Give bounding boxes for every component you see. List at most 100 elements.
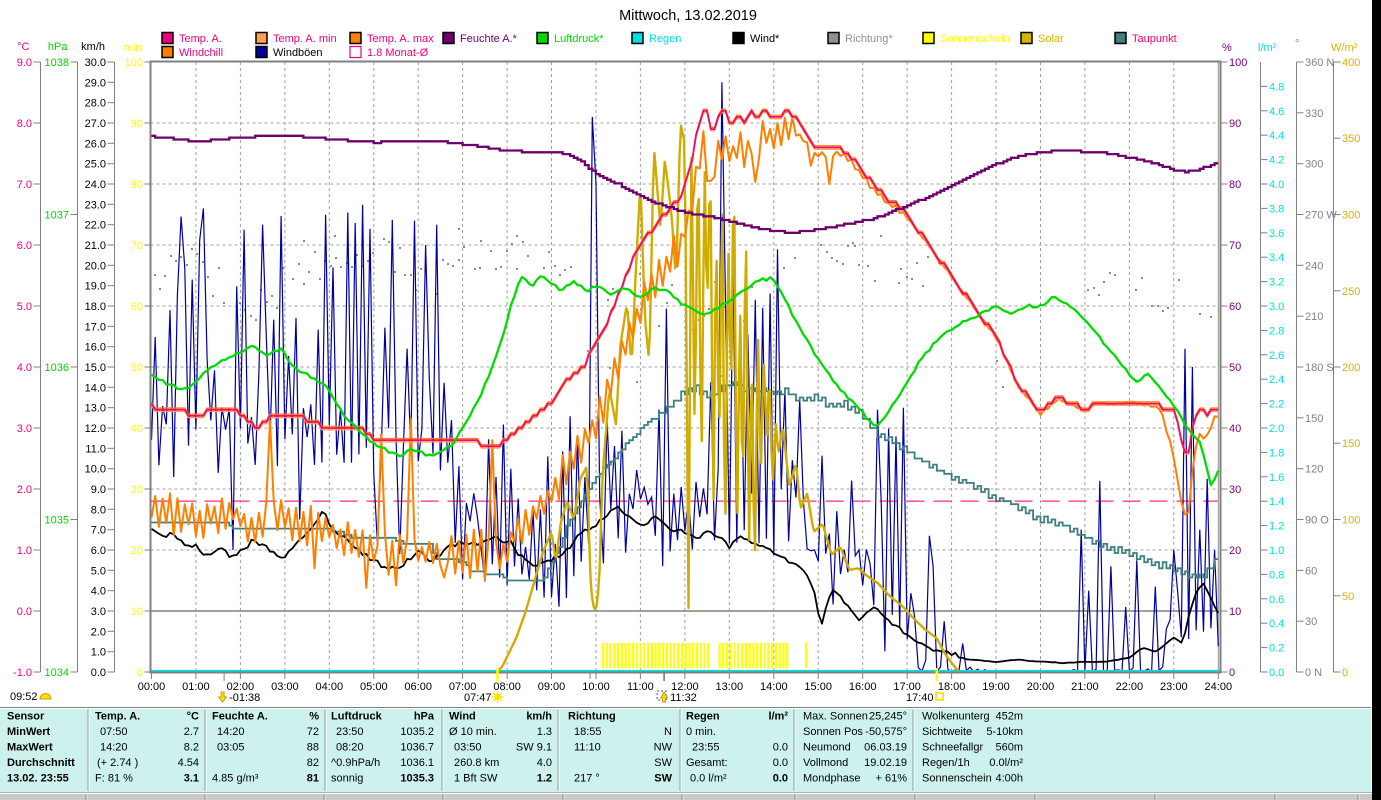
svg-text:0.0: 0.0 (773, 742, 788, 754)
svg-text:40: 40 (131, 423, 143, 435)
svg-text:26.0: 26.0 (85, 138, 106, 150)
svg-text:250: 250 (1342, 286, 1360, 298)
svg-text:+ 61%: + 61% (876, 773, 908, 785)
svg-text:%: % (1222, 42, 1232, 54)
svg-text:0 N: 0 N (1305, 667, 1322, 679)
svg-text:9.0: 9.0 (17, 57, 32, 69)
svg-text:22.0: 22.0 (85, 220, 106, 232)
svg-text:Wolkenunterg: Wolkenunterg (922, 711, 990, 723)
svg-text:Max. Sonnen: Max. Sonnen (803, 711, 868, 723)
svg-text:Feuchte A.: Feuchte A. (212, 711, 268, 723)
svg-text:07:00: 07:00 (449, 681, 477, 693)
svg-text:Regen: Regen (649, 33, 681, 45)
svg-text:11:10: 11:10 (574, 742, 601, 754)
svg-text:SW: SW (654, 757, 672, 769)
svg-text:1.2: 1.2 (1269, 521, 1284, 533)
svg-text:19.02.19: 19.02.19 (864, 757, 907, 769)
svg-text:4.8: 4.8 (1269, 81, 1284, 93)
svg-text:5.0: 5.0 (91, 565, 106, 577)
svg-text:10:00: 10:00 (582, 681, 610, 693)
svg-text:40: 40 (1229, 423, 1241, 435)
svg-text:0.0l/m²: 0.0l/m² (989, 757, 1023, 769)
svg-text:09:52: 09:52 (10, 691, 38, 703)
svg-text:Solar: Solar (1038, 33, 1064, 45)
svg-text:60: 60 (1305, 565, 1317, 577)
svg-text:Schneefallgr: Schneefallgr (922, 742, 983, 754)
svg-text:13.0: 13.0 (85, 403, 106, 415)
svg-text:25.0: 25.0 (85, 159, 106, 171)
svg-text:360 N: 360 N (1305, 57, 1334, 69)
svg-text:-1.0: -1.0 (13, 667, 32, 679)
svg-text:1037: 1037 (45, 210, 69, 222)
svg-text:23.0: 23.0 (85, 199, 106, 211)
svg-text:2.0: 2.0 (17, 484, 32, 496)
svg-text:km/h: km/h (81, 41, 105, 53)
svg-text:22:00: 22:00 (1116, 681, 1144, 693)
svg-text:1 Bft SW: 1 Bft SW (454, 773, 498, 785)
svg-text:0.0: 0.0 (17, 606, 32, 618)
svg-text:l/m²: l/m² (1258, 42, 1277, 54)
svg-text:3.4: 3.4 (1269, 252, 1284, 264)
svg-text:12:00: 12:00 (671, 681, 699, 693)
svg-text:06.03.19: 06.03.19 (864, 742, 907, 754)
svg-text:04:00: 04:00 (316, 681, 344, 693)
svg-text:21:00: 21:00 (1071, 681, 1099, 693)
svg-text:1.0: 1.0 (17, 545, 32, 557)
svg-text:72: 72 (307, 726, 319, 738)
svg-text:4.4: 4.4 (1269, 130, 1284, 142)
svg-text:4.54: 4.54 (178, 757, 199, 769)
svg-text:0: 0 (1342, 667, 1348, 679)
svg-text:11:32: 11:32 (670, 692, 697, 704)
svg-text:8.0: 8.0 (91, 504, 106, 516)
svg-text:9.0: 9.0 (91, 484, 106, 496)
svg-text:3.0: 3.0 (1269, 301, 1284, 313)
svg-text:1036.1: 1036.1 (400, 757, 434, 769)
svg-text:82: 82 (307, 757, 319, 769)
svg-text:°C: °C (187, 711, 199, 723)
svg-text:10.0: 10.0 (85, 464, 106, 476)
svg-text:3.0: 3.0 (91, 606, 106, 618)
svg-text:20: 20 (1229, 545, 1241, 557)
svg-text:MaxWert: MaxWert (7, 742, 53, 754)
svg-text:88: 88 (307, 742, 319, 754)
svg-text:23:00: 23:00 (1160, 681, 1188, 693)
svg-text:Temp. A. max: Temp. A. max (367, 33, 434, 45)
svg-text:1035.3: 1035.3 (400, 773, 434, 785)
svg-text:50: 50 (1229, 362, 1241, 374)
svg-text:50: 50 (1342, 591, 1354, 603)
svg-text:hPa: hPa (414, 711, 435, 723)
svg-text:14:20: 14:20 (217, 726, 245, 738)
svg-text:0.4: 0.4 (1269, 618, 1284, 630)
svg-text:30.0: 30.0 (85, 57, 106, 69)
svg-text:10: 10 (1229, 606, 1241, 618)
svg-text:-01:38: -01:38 (229, 692, 260, 704)
svg-text:hPa: hPa (48, 41, 68, 53)
svg-text:12.0: 12.0 (85, 423, 106, 435)
svg-text:2.0: 2.0 (1269, 423, 1284, 435)
svg-text:0 min.: 0 min. (686, 726, 716, 738)
svg-text:24:00: 24:00 (1205, 681, 1233, 693)
svg-text:°: ° (1295, 38, 1299, 50)
svg-text:90: 90 (1229, 118, 1241, 130)
svg-text:4.0: 4.0 (537, 757, 552, 769)
svg-text:2.8: 2.8 (1269, 325, 1284, 337)
svg-text:18.0: 18.0 (85, 301, 106, 313)
svg-text:SW: SW (654, 773, 672, 785)
svg-text:2.7: 2.7 (184, 726, 199, 738)
svg-text:19.0: 19.0 (85, 281, 106, 293)
svg-text:300: 300 (1342, 210, 1360, 222)
svg-text:3.0: 3.0 (17, 423, 32, 435)
svg-text:18:55: 18:55 (574, 726, 602, 738)
svg-text:1.6: 1.6 (1269, 472, 1284, 484)
svg-text:100: 100 (125, 57, 143, 69)
svg-text:23:55: 23:55 (692, 742, 720, 754)
svg-text:°C: °C (17, 41, 29, 53)
svg-text:17:00: 17:00 (893, 681, 921, 693)
svg-text:10: 10 (131, 606, 143, 618)
svg-text:0.0 l/m²: 0.0 l/m² (690, 773, 727, 785)
svg-text:400: 400 (1342, 57, 1360, 69)
svg-text:21.0: 21.0 (85, 240, 106, 252)
svg-text:Richtung: Richtung (568, 711, 616, 723)
svg-text:100: 100 (1229, 57, 1247, 69)
svg-text:0: 0 (137, 667, 143, 679)
